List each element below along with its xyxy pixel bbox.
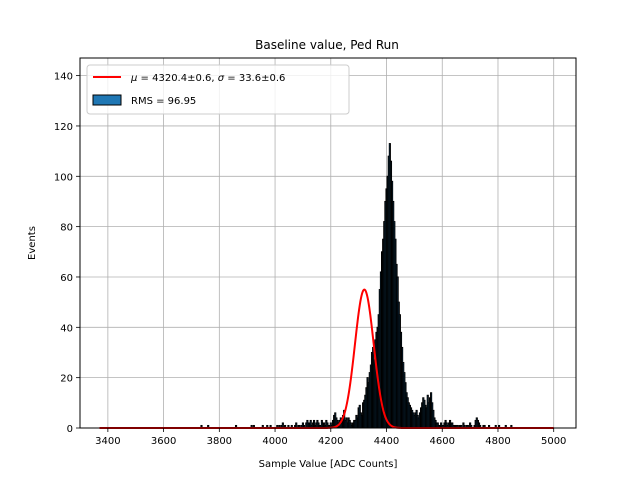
plot-area (79, 57, 577, 429)
chart-title: Baseline value, Ped Run (255, 38, 399, 52)
y-tick-label: 120 (54, 122, 73, 133)
y-tick-label: 60 (60, 273, 73, 284)
y-axis-ticks: 0 20 40 60 80 100 120 140 (54, 72, 80, 435)
x-axis-ticks: 3400 3600 3800 4000 4200 4400 4600 4800 5000 (95, 428, 566, 447)
legend-rms-label: RMS = 96.95 (131, 96, 196, 107)
y-tick-label: 40 (60, 323, 73, 334)
legend-box (86, 64, 350, 115)
x-tick-label: 3800 (207, 436, 232, 447)
y-tick-label: 20 (60, 374, 73, 385)
x-tick-label: 3600 (151, 436, 176, 447)
x-axis-title: Sample Value [ADC Counts] (259, 459, 398, 470)
x-tick-label: 4600 (430, 436, 455, 447)
x-tick-label: 3400 (95, 436, 120, 447)
y-tick-label: 0 (67, 424, 73, 435)
x-tick-label: 4000 (262, 436, 287, 447)
x-tick-label: 4400 (374, 436, 399, 447)
legend: μ = 4320.4±0.6, σ = 33.6±0.6 RMS = 96.95 (86, 64, 350, 115)
x-tick-label: 5000 (541, 436, 566, 447)
y-tick-label: 140 (54, 72, 73, 83)
grid (80, 58, 576, 429)
x-tick-label: 4800 (485, 436, 510, 447)
y-tick-label: 80 (60, 223, 73, 234)
y-axis-title: Events (27, 226, 38, 260)
legend-fit-label: μ = 4320.4±0.6, σ = 33.6±0.6 (130, 73, 285, 84)
plot-background (80, 58, 576, 428)
legend-rms-swatch (92, 94, 122, 106)
plot-frame (79, 57, 577, 429)
y-tick-label: 100 (54, 172, 73, 183)
x-tick-label: 4200 (318, 436, 343, 447)
